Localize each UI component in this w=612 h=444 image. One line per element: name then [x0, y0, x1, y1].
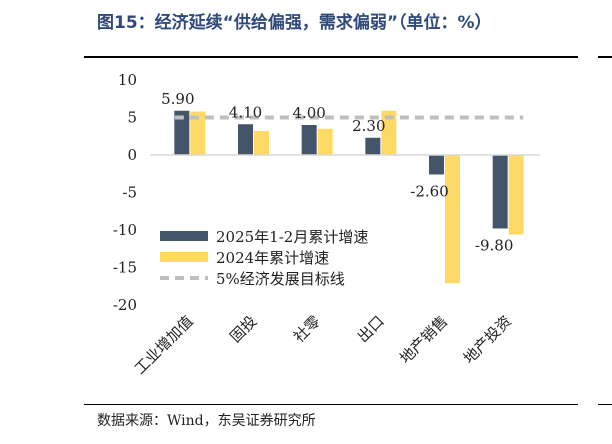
bar-series [174, 110, 524, 284]
bar-series-2024 [381, 110, 397, 155]
category-label: 地产销售 [396, 312, 451, 367]
y-tick-label: -20 [113, 296, 137, 314]
category-label: 固投 [226, 312, 260, 346]
legend: 2025年1-2月累计增速 2024年累计增速 5%经济发展目标线 [160, 228, 368, 288]
bar-series-2024 [445, 155, 460, 284]
legend-swatch [160, 252, 208, 262]
legend-label: 2024年累计增速 [216, 249, 329, 267]
data-label: -9.80 [475, 237, 513, 255]
data-label: 4.00 [292, 104, 325, 122]
data-label: 5.90 [161, 90, 194, 108]
legend-label: 2025年1-2月累计增速 [216, 228, 368, 246]
category-label: 出口 [354, 312, 388, 346]
bar-series-2025 [365, 137, 381, 155]
bar-series-2024 [254, 131, 269, 155]
right-panel-bottom-rule [598, 404, 612, 405]
bar-series-2024 [317, 128, 333, 155]
y-tick-label: -5 [122, 184, 137, 202]
data-label: -2.60 [410, 183, 448, 201]
category-label: 工业增加值 [131, 312, 197, 378]
y-tick-label: 5 [127, 109, 137, 127]
data-labels: 5.90 4.10 4.00 2.30 -2.60 -9.80 [161, 90, 513, 255]
y-tick-label: 0 [127, 146, 137, 164]
y-axis-ticks: 10 5 0 -5 -10 -15 -20 [113, 71, 137, 314]
y-tick-label: 10 [118, 71, 137, 89]
bottom-rule [84, 404, 578, 405]
y-tick-label: -10 [113, 221, 137, 239]
bar-series-2025 [174, 110, 190, 155]
category-labels: 工业增加值 固投 社零 出口 地产销售 地产投资 [131, 312, 515, 378]
legend-label: 5%经济发展目标线 [216, 270, 345, 288]
data-label: 4.10 [229, 103, 262, 121]
figure-title: 图15：经济延续“供给偏强，需求偏弱”（单位：%） [97, 13, 492, 33]
top-rule [84, 56, 578, 58]
category-label: 地产投资 [460, 312, 515, 367]
bar-series-2025 [301, 125, 317, 155]
y-tick-label: -15 [113, 259, 137, 277]
bar-series-2025 [492, 155, 508, 229]
bar-series-2024 [190, 111, 206, 155]
bar-series-2025 [429, 155, 444, 175]
legend-swatch [160, 231, 208, 241]
bar-series-2024 [508, 155, 524, 235]
category-label: 社零 [290, 312, 324, 346]
right-panel-top-rule [598, 56, 612, 58]
data-label: 2.30 [352, 117, 385, 135]
source-note: 数据来源：Wind，东吴证券研究所 [97, 413, 316, 429]
bar-series-2025 [238, 124, 253, 155]
